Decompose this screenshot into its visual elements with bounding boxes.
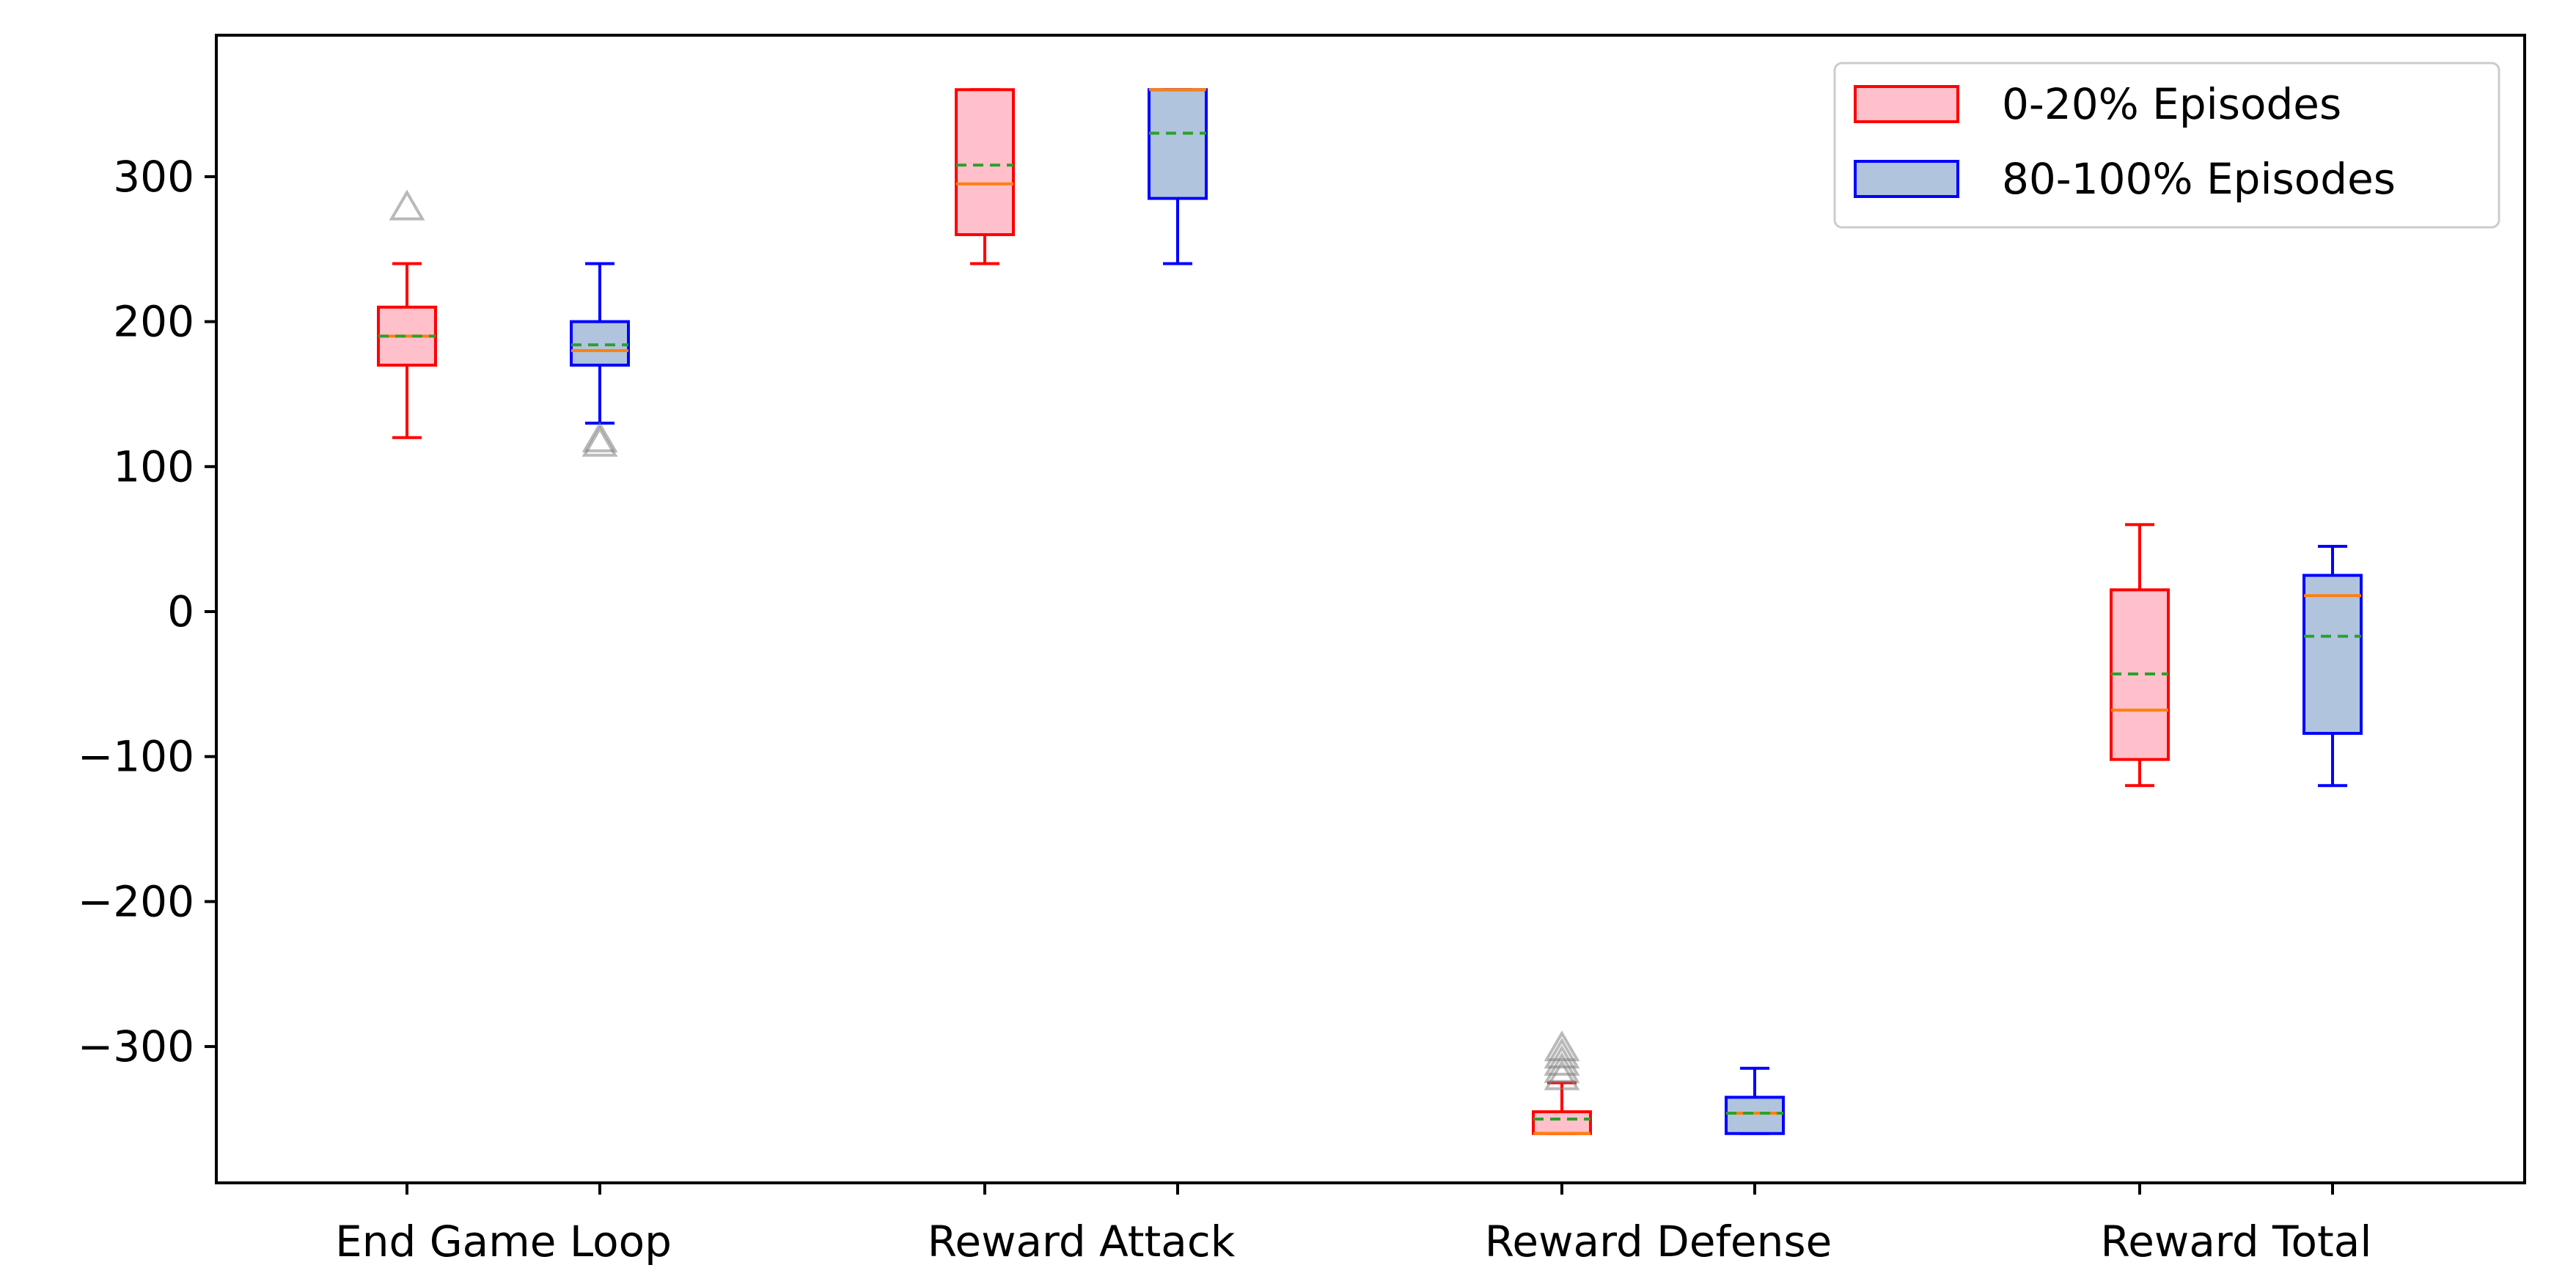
outlier-point bbox=[1544, 1052, 1580, 1083]
legend-label-series-1: 80-100% Episodes bbox=[2002, 154, 2396, 204]
box-1-1 bbox=[1148, 88, 1208, 265]
x-tick-label: End Game Loop bbox=[335, 1217, 672, 1266]
x-tick-label: Reward Attack bbox=[928, 1217, 1236, 1266]
y-tick-label: 300 bbox=[113, 152, 194, 202]
legend-swatch-series-1 bbox=[1854, 160, 1959, 198]
box-body bbox=[1532, 1110, 1592, 1135]
x-tick-label: Reward Defense bbox=[1485, 1217, 1832, 1266]
outlier-point bbox=[1544, 1044, 1580, 1076]
box-0-3 bbox=[2110, 523, 2170, 788]
legend-swatch-series-0 bbox=[1854, 85, 1959, 123]
legend-label-series-0: 0-20% Episodes bbox=[2002, 79, 2341, 129]
box-1-0 bbox=[570, 262, 630, 457]
outlier-point bbox=[1544, 1038, 1580, 1068]
y-tick-label: −100 bbox=[78, 732, 194, 782]
y-tick-label: 100 bbox=[113, 441, 194, 491]
x-axis: End Game Loop Reward Attack Reward Defense… bbox=[335, 1183, 2371, 1266]
y-tick-label: −200 bbox=[78, 876, 194, 926]
axes-frame bbox=[215, 34, 2526, 1184]
box-1-2 bbox=[1725, 1066, 1785, 1135]
box-body bbox=[1148, 88, 1208, 200]
legend-frame bbox=[1833, 62, 2500, 229]
legend: 0-20% Episodes 80-100% Episodes bbox=[1833, 62, 2500, 229]
box-0-2 bbox=[1532, 1030, 1592, 1135]
box-body bbox=[1725, 1096, 1785, 1135]
outlier-point bbox=[581, 425, 618, 457]
y-tick-label: −300 bbox=[78, 1022, 194, 1071]
box-body bbox=[2302, 573, 2363, 736]
y-tick-label: 0 bbox=[167, 587, 194, 637]
y-axis: −300 −200 −100 0 100 200 300 bbox=[78, 152, 216, 1071]
box-0-1 bbox=[955, 88, 1015, 265]
outlier-point bbox=[1544, 1059, 1580, 1090]
box-0-0 bbox=[377, 189, 437, 439]
x-tick-label: Reward Total bbox=[2101, 1217, 2372, 1266]
boxes-layer bbox=[377, 88, 2363, 1135]
y-tick-label: 200 bbox=[113, 297, 194, 347]
outlier-point bbox=[389, 189, 425, 221]
box-body bbox=[955, 88, 1015, 236]
outlier-point bbox=[581, 421, 618, 452]
box-1-3 bbox=[2302, 545, 2363, 788]
